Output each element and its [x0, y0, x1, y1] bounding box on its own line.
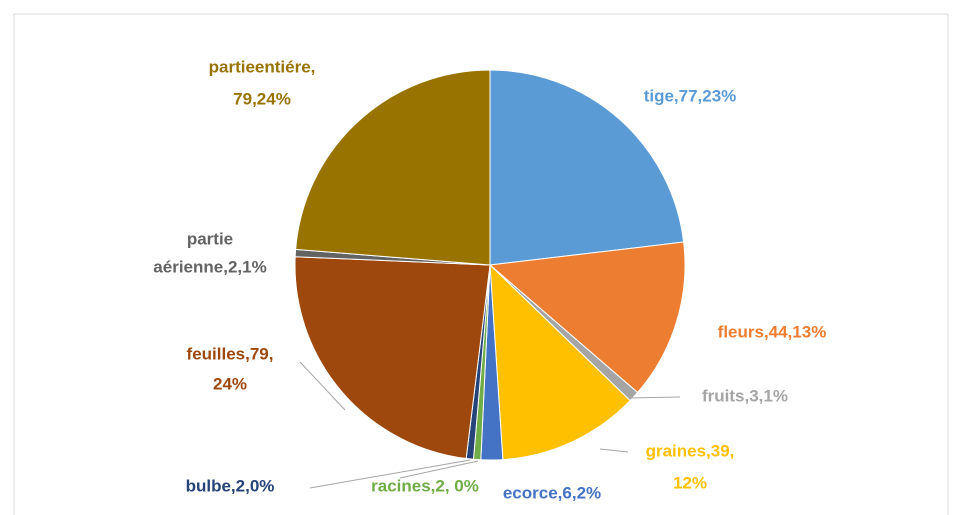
- data-label: aérienne,2,1%: [153, 257, 266, 276]
- pie-slice: [294, 256, 491, 460]
- data-label: bulbe,2,0%: [186, 476, 275, 495]
- leader-line: [299, 361, 346, 411]
- data-label: 24%: [213, 374, 247, 393]
- chart-frame: [13, 13, 949, 515]
- data-label: feuilles,79,: [187, 344, 274, 363]
- pie-slice: [489, 263, 631, 461]
- data-label: ecorce,6,2%: [503, 483, 601, 502]
- leader-line: [599, 448, 629, 453]
- pie-slice: [488, 241, 686, 394]
- data-label: 12%: [673, 473, 707, 492]
- leader-line: [309, 459, 471, 489]
- data-label: tige,77,23%: [644, 86, 737, 105]
- pie-slice: [295, 69, 491, 266]
- data-label: racines,2, 0%: [371, 476, 479, 495]
- data-label: graines,39,: [646, 441, 735, 460]
- data-label: partieentiére,: [209, 57, 316, 76]
- data-label: partie: [187, 229, 233, 248]
- leader-line: [627, 396, 681, 399]
- data-label: fruits,3,1%: [702, 386, 788, 405]
- data-label: fleurs,44,13%: [718, 322, 827, 341]
- leader-line: [399, 460, 479, 479]
- data-label: 79,24%: [233, 89, 291, 108]
- pie-slice: [489, 69, 685, 266]
